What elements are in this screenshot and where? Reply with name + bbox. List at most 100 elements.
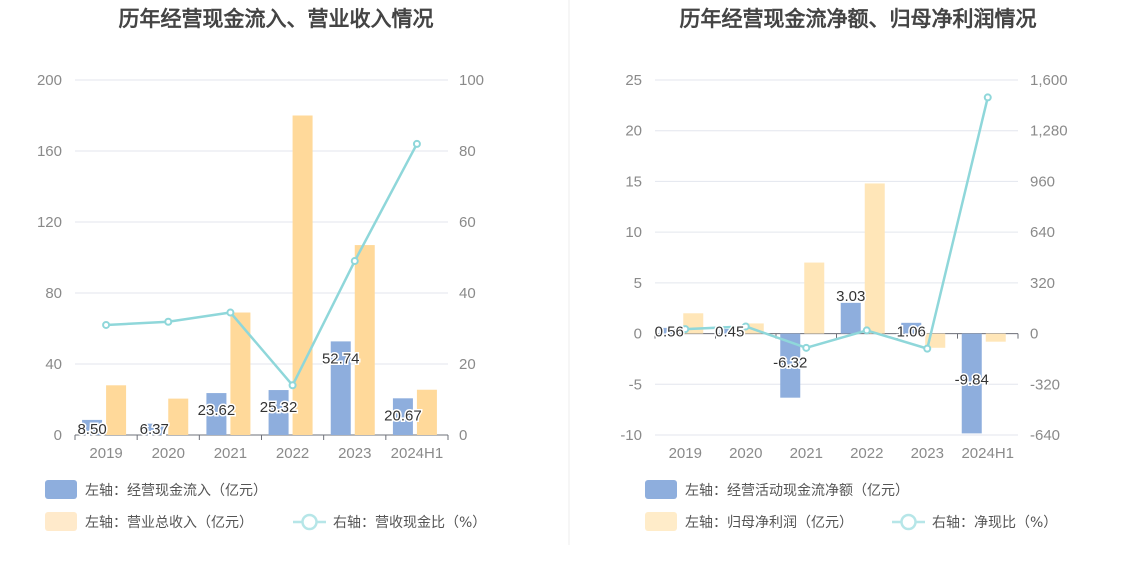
bar-data-label: 25.32 <box>260 399 298 416</box>
bar-series-2 <box>864 183 885 334</box>
y-right-tick-label: 80 <box>459 143 476 160</box>
x-tick-label: 2022 <box>850 445 883 462</box>
y-left-tick-label: 5 <box>634 275 642 292</box>
y-left-tick-label: -10 <box>620 427 642 444</box>
bar-series-1 <box>268 390 289 435</box>
bar-series-1 <box>82 419 103 435</box>
legend-label-1: 左轴：经营现金流入（亿元） <box>85 483 267 499</box>
line-point <box>741 322 750 331</box>
bar-series-2 <box>230 312 251 435</box>
chart-title: 历年经营现金流净额、归母净利润情况 <box>680 7 1037 31</box>
line-point <box>164 317 173 326</box>
line-series <box>106 143 419 388</box>
x-tick-label: 2020 <box>152 445 185 462</box>
bar-series-1 <box>144 423 165 435</box>
y-right-tick-label: 0 <box>1030 326 1038 343</box>
y-left-tick-label: 0 <box>634 326 642 343</box>
line-point <box>681 325 690 334</box>
bar-series-1 <box>961 333 982 434</box>
x-tick-label: 2024H1 <box>391 445 444 462</box>
x-tick-label: 2020 <box>729 445 762 462</box>
y-right-tick-label: 20 <box>459 356 476 373</box>
line-point <box>802 343 811 352</box>
y-right-tick-label: 1,600 <box>1030 72 1068 89</box>
y-left-tick-label: 0 <box>54 427 62 444</box>
line-series <box>685 97 989 351</box>
bar-data-label: -6.32 <box>773 354 807 371</box>
y-right-tick-label: 960 <box>1030 173 1055 190</box>
line-point <box>923 344 932 353</box>
bar-series-1 <box>840 302 861 334</box>
bar-series-2 <box>168 398 189 435</box>
chart-title: 历年经营现金流入、营业收入情况 <box>119 7 434 31</box>
y-left-tick-label: -5 <box>629 376 642 393</box>
y-left-tick-label: 200 <box>37 72 62 89</box>
bar-series-1 <box>392 398 413 435</box>
y-right-tick-label: 60 <box>459 214 476 231</box>
bar-series-1 <box>719 329 740 334</box>
legend-swatch-line-marker <box>301 513 318 531</box>
legend-label-2: 左轴：归母净利润（亿元） <box>685 514 853 531</box>
line-point <box>102 320 111 329</box>
bar-series-2 <box>106 385 127 435</box>
x-tick-label: 2019 <box>89 445 122 462</box>
x-tick-label: 2022 <box>276 445 309 462</box>
x-tick-label: 2019 <box>669 445 702 462</box>
bar-series-1 <box>206 393 227 435</box>
bar-series-2 <box>804 262 825 334</box>
x-tick-label: 2023 <box>911 445 944 462</box>
x-tick-label: 2023 <box>338 445 371 462</box>
y-left-tick-label: 120 <box>37 214 62 231</box>
y-left-tick-label: 10 <box>625 224 642 241</box>
line-point <box>412 139 421 148</box>
legend-swatch-line-marker <box>900 513 917 531</box>
y-right-tick-label: 40 <box>459 285 476 302</box>
bar-data-label: 23.62 <box>198 402 236 419</box>
bar-data-label: 6.37 <box>140 421 169 438</box>
y-left-tick-label: 160 <box>37 143 62 160</box>
x-tick-label: 2021 <box>214 445 247 462</box>
y-right-tick-label: -640 <box>1030 427 1060 444</box>
y-right-tick-label: 100 <box>459 72 484 89</box>
bar-series-2 <box>416 389 437 435</box>
bar-series-1 <box>330 341 351 435</box>
legend-swatch-bar-1 <box>645 480 677 499</box>
x-tick-label: 2024H1 <box>961 445 1014 462</box>
bar-data-label: 0.45 <box>715 324 744 341</box>
legend-label-3: 右轴：营收现金比（%） <box>333 515 486 531</box>
y-left-tick-label: 15 <box>625 173 642 190</box>
y-left-tick-label: 20 <box>625 123 642 140</box>
legend-label-2: 左轴：营业总收入（亿元） <box>85 515 253 531</box>
line-point <box>350 257 359 266</box>
y-right-tick-label: 0 <box>459 427 467 444</box>
bar-data-label: 1.06 <box>897 324 926 341</box>
bar-data-label: 20.67 <box>384 407 422 424</box>
bar-series-2 <box>354 245 375 435</box>
y-left-tick-label: 80 <box>45 285 62 302</box>
line-point <box>862 326 871 335</box>
y-left-tick-label: 25 <box>625 72 642 89</box>
bar-series-2 <box>985 333 1006 342</box>
y-left-tick-label: 40 <box>45 356 62 373</box>
bar-series-1 <box>659 327 680 334</box>
bar-series-1 <box>780 333 801 398</box>
bar-data-label: 3.03 <box>836 288 865 305</box>
line-point <box>226 308 235 317</box>
x-tick-label: 2021 <box>790 445 823 462</box>
bar-data-label: 0.56 <box>655 324 684 341</box>
y-right-tick-label: -320 <box>1030 376 1060 393</box>
bar-data-label: 8.50 <box>77 421 106 438</box>
y-right-tick-label: 1,280 <box>1030 123 1068 140</box>
line-point <box>983 93 992 102</box>
legend-swatch-bar-2 <box>45 512 77 531</box>
line-point <box>288 381 297 390</box>
legend-swatch-bar-1 <box>45 480 77 499</box>
y-right-tick-label: 640 <box>1030 224 1055 241</box>
legend-swatch-bar-2 <box>645 512 677 531</box>
bar-series-1 <box>901 322 922 334</box>
bar-data-label: 52.74 <box>322 350 360 367</box>
bar-data-label: -9.84 <box>955 371 989 388</box>
legend-label-1: 左轴：经营活动现金流净额（亿元） <box>685 483 909 499</box>
